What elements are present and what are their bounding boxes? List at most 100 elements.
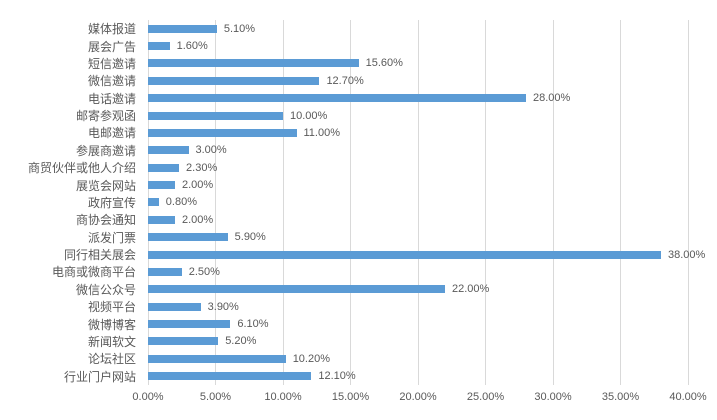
bar [148,24,217,33]
bar [148,215,175,224]
category-label: 展览会网站 [75,178,136,193]
grid-line [687,20,689,385]
value-label: 11.00% [303,126,341,139]
value-label: 12.10% [318,370,356,383]
bar [148,94,526,103]
category-label: 行业门户网站 [63,369,136,384]
category-label: 商贸伙伴或他人介绍 [27,161,136,176]
bar-rows: 5.10% 1.60% 15.60% 12.70% 28.00% 10.00% 11.00%… [148,20,705,385]
value-label: 2.30% [186,161,218,174]
grid-line [552,20,554,385]
value-label: 28.00% [533,92,571,105]
grid-line [350,20,351,385]
bar [148,267,182,276]
value-label: 3.00% [195,144,227,157]
category-label: 展会广告 [87,39,136,54]
bar-row: 3.90% [148,298,688,315]
value-label: 2.50% [188,265,220,278]
bar-row: 6.10% [148,315,688,332]
bar-row: 10.00% [148,107,688,124]
value-label: 10.00% [290,109,328,122]
value-label: 2.00% [182,179,214,192]
bar-row: 10.20% [148,350,688,367]
value-label: 1.60% [176,40,208,53]
bar [148,302,201,311]
grid-line [485,20,486,385]
value-label: 22.00% [452,283,490,296]
bar [148,354,286,363]
category-label: 派发门票 [87,230,136,245]
category-label: 微信公众号 [75,282,136,297]
bar-row: 28.00% [148,90,688,107]
category-label: 新闻软文 [87,334,136,349]
x-axis-tick-label: 35.00% [601,391,640,403]
bar [148,285,445,294]
grid-line [282,20,284,385]
value-label: 0.80% [165,196,197,209]
bar-row: 12.10% [148,368,688,385]
grid-line [215,20,216,385]
bar-row: 12.70% [148,72,688,89]
bar-row: 2.00% [148,211,688,228]
bar-row: 11.00% [148,124,688,141]
bar [148,372,312,381]
category-label: 电邮邀请 [87,126,136,141]
category-label: 电商或微商平台 [51,265,136,280]
bar-row: 38.00% [148,246,705,263]
category-label: 媒体报道 [87,22,136,37]
bar-row: 2.30% [148,159,688,176]
category-label: 微信邀请 [87,74,136,89]
value-axis: 0.00% 5.00% 10.00% 15.00% 20.00% 25.00% 30.00%… [0,391,717,407]
category-label: 邮寄参观函 [75,109,136,124]
bar [148,146,189,155]
bar-row: 15.60% [148,55,688,72]
grid-line [417,20,419,385]
bar [148,42,170,51]
bar [148,198,159,207]
category-label: 微博博客 [87,317,136,332]
bar [148,163,180,172]
value-label: 5.20% [225,335,257,348]
value-label: 2.00% [182,213,214,226]
bar [148,250,661,259]
bar [148,233,228,242]
category-label: 视频平台 [87,300,136,315]
category-label: 商协会通知 [75,213,136,228]
category-axis: 媒体报道 展会广告 短信邀请 微信邀请 电话邀请 邮寄参观函 电邮邀请 参展商邀请 商贸伙伴或他… [0,20,142,385]
category-label: 论坛社区 [87,352,136,367]
bar-row: 0.80% [148,194,688,211]
x-axis-tick-label: 5.00% [199,391,232,403]
bar-row: 3.00% [148,142,688,159]
bar [148,59,359,68]
bar-row: 2.50% [148,263,688,280]
bar-row: 1.60% [148,37,688,54]
bar [148,320,231,329]
value-label: 5.90% [234,231,266,244]
plot-area: 5.10% 1.60% 15.60% 12.70% 28.00% 10.00% 11.00%… [147,20,705,385]
x-axis-tick-label: 0.00% [132,391,164,403]
bar [148,111,283,120]
bar-row: 5.10% [148,20,688,37]
bar-row: 2.00% [148,176,688,193]
bar-row: 5.90% [148,229,688,246]
x-axis-tick-label: 40.00% [669,391,707,403]
value-label: 38.00% [668,248,706,261]
bar-row: 5.20% [148,333,688,350]
bar [148,337,219,346]
value-label: 15.60% [365,57,403,70]
x-axis-tick-label: 10.00% [264,391,302,403]
category-label: 同行相关展会 [63,248,136,263]
bar [148,181,175,190]
bar-row: 22.00% [148,281,688,298]
value-label: 3.90% [207,300,239,313]
bar [148,76,320,85]
x-axis-tick-label: 20.00% [399,391,437,403]
grid-line [620,20,621,385]
category-label: 政府宣传 [87,195,136,210]
value-label: 5.10% [223,22,256,35]
value-label: 10.20% [292,352,330,365]
category-label: 短信邀请 [87,56,136,71]
category-label: 参展商邀请 [75,143,136,158]
value-label: 6.10% [237,318,269,331]
